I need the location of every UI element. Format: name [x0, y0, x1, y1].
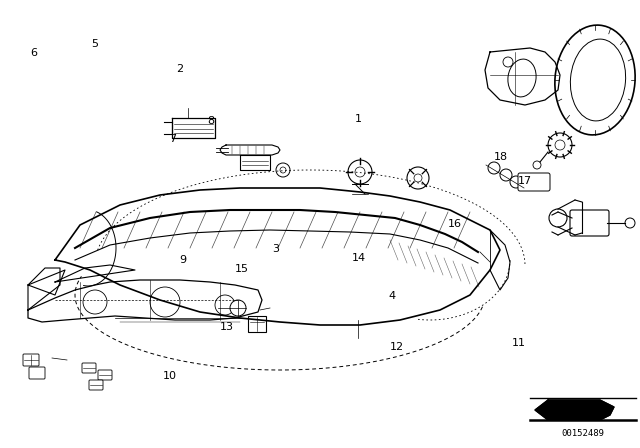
Circle shape	[280, 167, 286, 173]
Circle shape	[348, 160, 372, 184]
Circle shape	[407, 167, 429, 189]
Circle shape	[230, 300, 246, 316]
Circle shape	[215, 295, 235, 315]
Circle shape	[150, 287, 180, 317]
Text: 18: 18	[493, 152, 508, 162]
Text: 00152489: 00152489	[561, 428, 605, 438]
Text: 10: 10	[163, 371, 177, 381]
Circle shape	[548, 133, 572, 157]
Text: 17: 17	[518, 177, 532, 186]
Text: 16: 16	[447, 219, 461, 229]
Text: 7: 7	[169, 134, 177, 144]
Circle shape	[549, 209, 567, 227]
Text: 6: 6	[30, 48, 36, 58]
FancyBboxPatch shape	[29, 367, 45, 379]
FancyBboxPatch shape	[518, 173, 550, 191]
Text: 13: 13	[220, 322, 234, 332]
Ellipse shape	[555, 25, 635, 135]
FancyBboxPatch shape	[82, 363, 96, 373]
Circle shape	[500, 169, 512, 181]
Ellipse shape	[508, 59, 536, 97]
Circle shape	[414, 174, 422, 182]
FancyBboxPatch shape	[89, 380, 103, 390]
Circle shape	[83, 290, 107, 314]
Circle shape	[355, 167, 365, 177]
Text: 12: 12	[390, 342, 404, 352]
Text: 4: 4	[388, 291, 396, 301]
Circle shape	[555, 140, 565, 150]
Text: 1: 1	[355, 114, 362, 124]
Circle shape	[488, 162, 500, 174]
FancyBboxPatch shape	[248, 316, 266, 332]
Text: 8: 8	[207, 116, 215, 126]
Text: 9: 9	[179, 255, 186, 265]
Circle shape	[625, 218, 635, 228]
Text: 11: 11	[511, 338, 525, 348]
Circle shape	[276, 163, 290, 177]
FancyBboxPatch shape	[23, 354, 39, 366]
FancyBboxPatch shape	[98, 370, 112, 380]
Text: 5: 5	[92, 39, 98, 49]
Ellipse shape	[570, 39, 626, 121]
Text: 14: 14	[351, 253, 365, 263]
Circle shape	[510, 176, 522, 188]
Circle shape	[503, 57, 513, 67]
Polygon shape	[535, 400, 614, 420]
Text: 3: 3	[272, 244, 278, 254]
Text: 15: 15	[235, 264, 249, 274]
Text: 2: 2	[175, 65, 183, 74]
FancyBboxPatch shape	[570, 210, 609, 236]
Circle shape	[533, 161, 541, 169]
